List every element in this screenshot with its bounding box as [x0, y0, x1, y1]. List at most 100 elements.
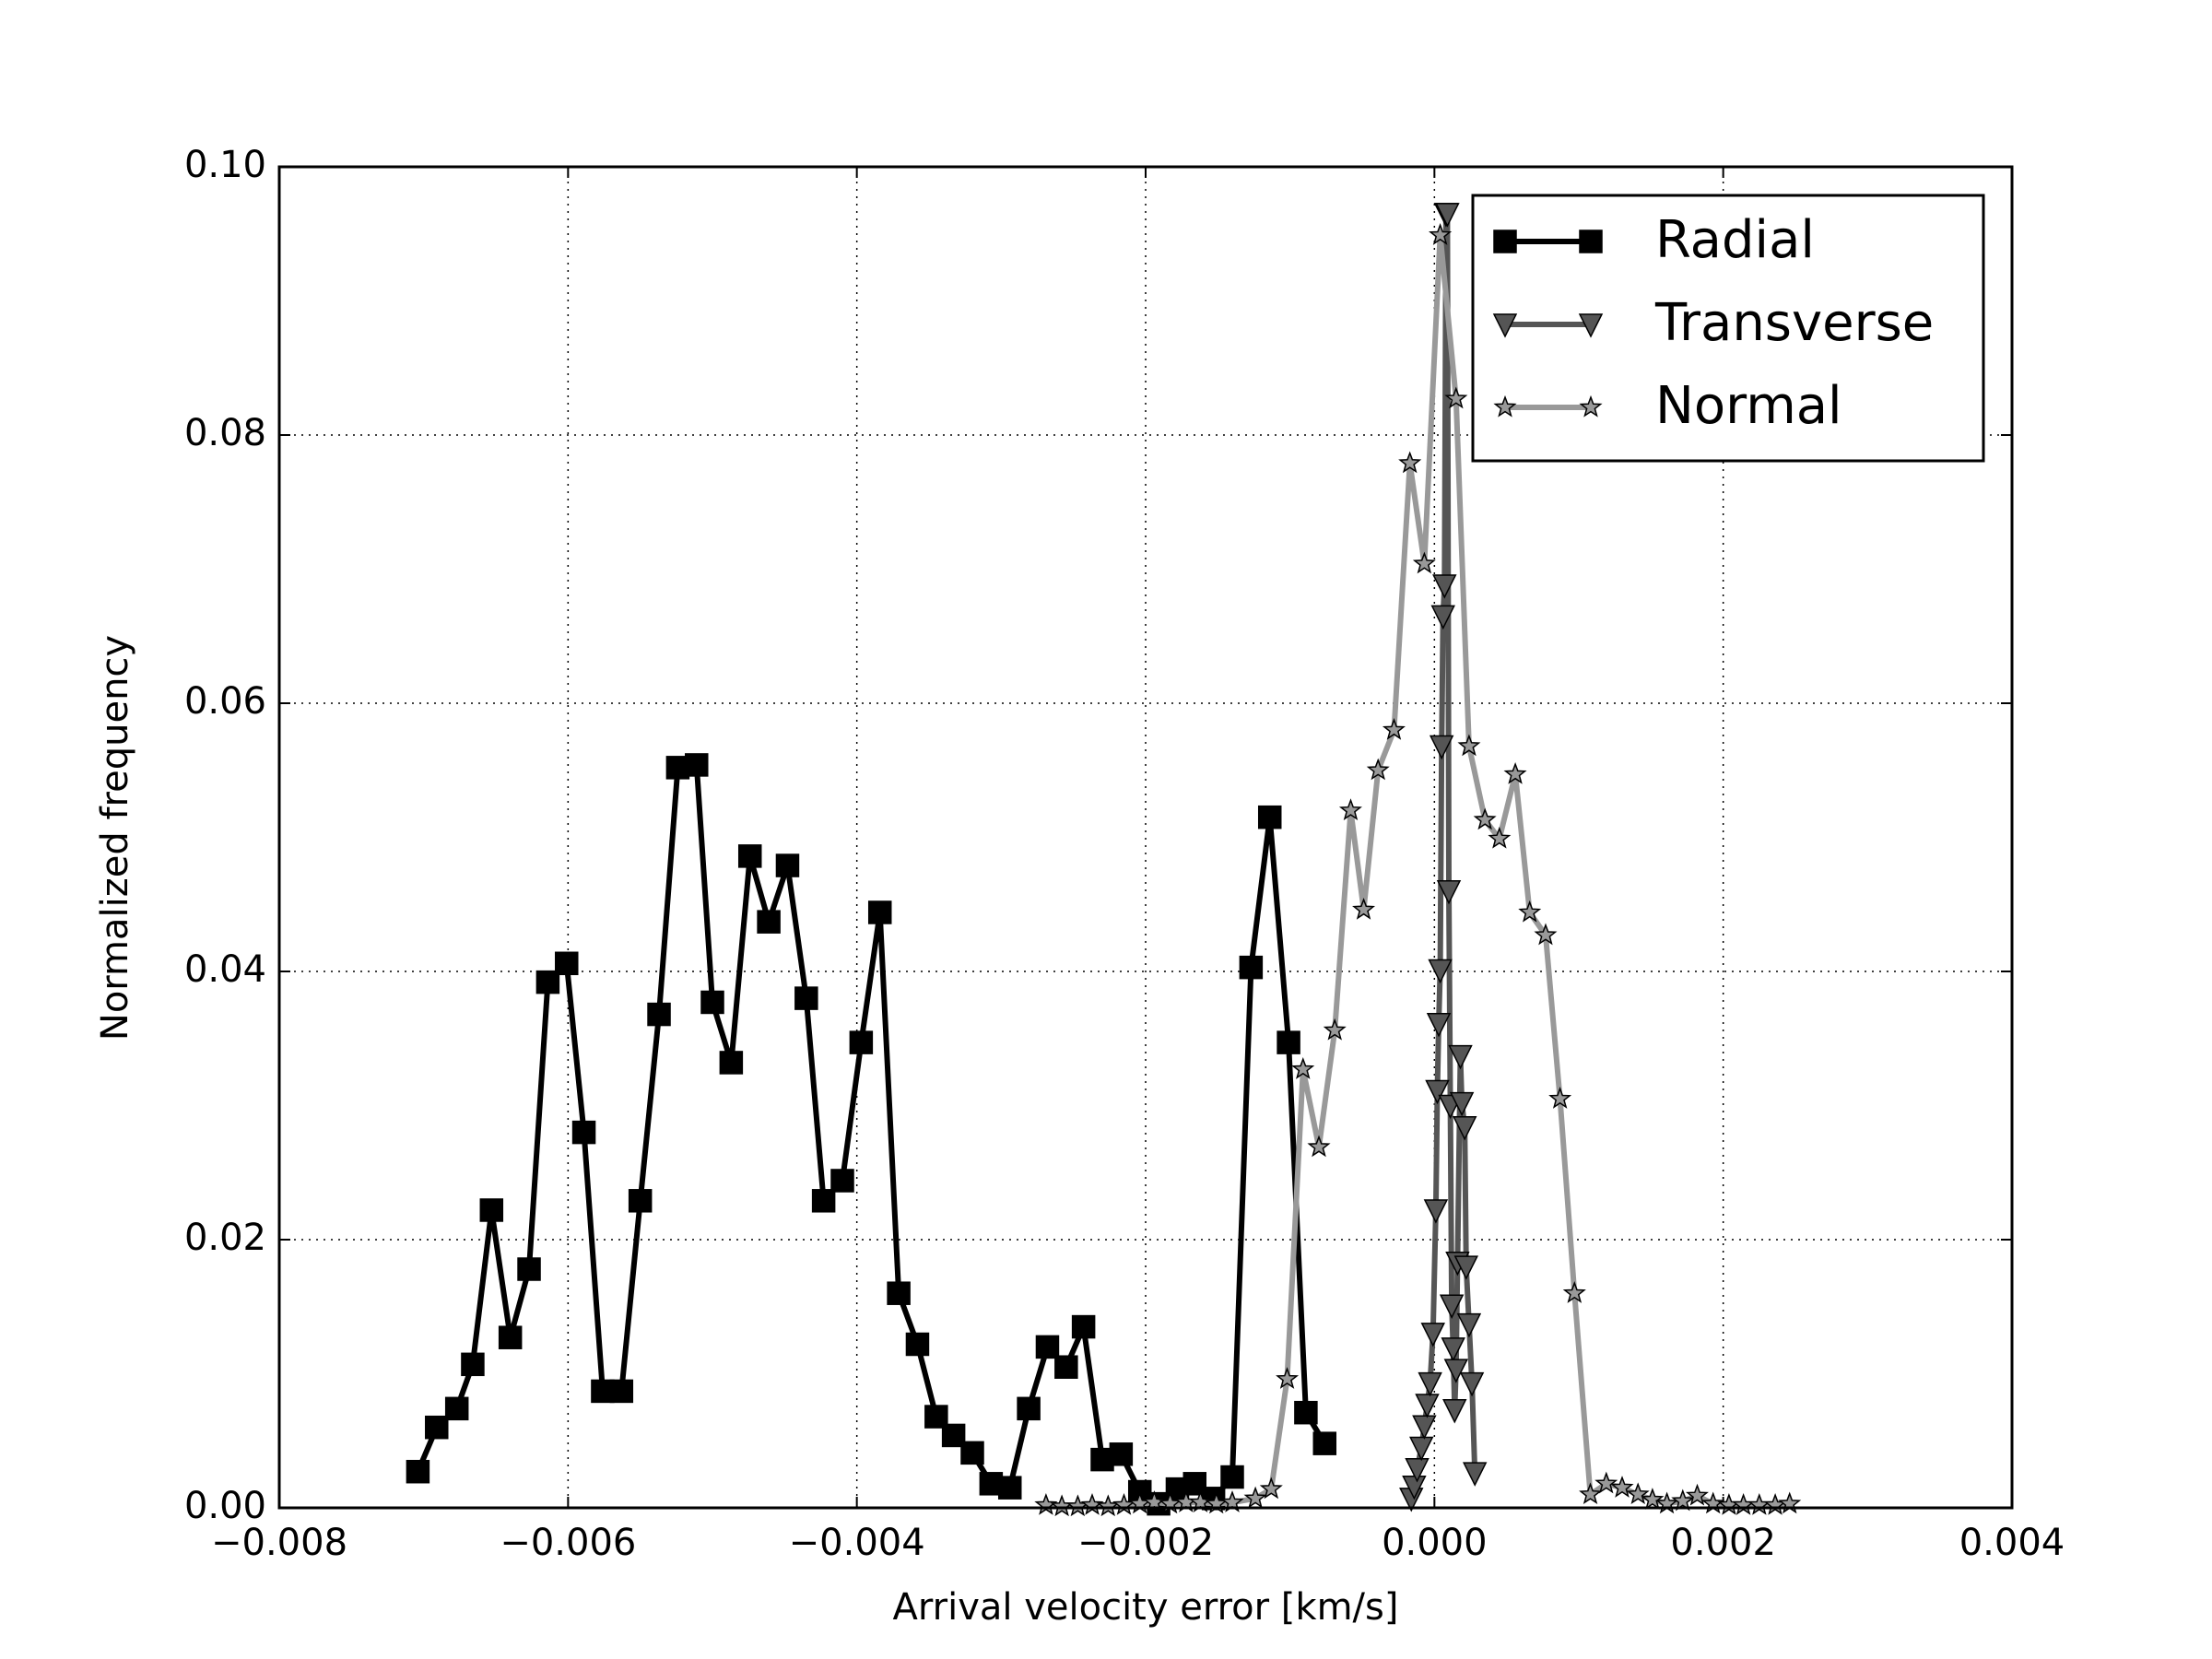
data-point [1291, 1057, 1315, 1079]
x-tick-label: 0.004 [1959, 1522, 2065, 1564]
plot-frame [277, 165, 2014, 1510]
data-point [737, 844, 762, 868]
data-point [1017, 1396, 1041, 1421]
data-point [609, 1379, 634, 1404]
data-point [757, 910, 781, 934]
data-point [1456, 1312, 1482, 1338]
data-point [1071, 1314, 1096, 1339]
legend-marker [1493, 394, 1517, 418]
data-point [461, 1352, 485, 1377]
data-point [571, 1120, 596, 1145]
data-point [830, 1169, 854, 1193]
data-point [1548, 1087, 1572, 1109]
data-point [1423, 1199, 1449, 1224]
data-point [700, 990, 724, 1015]
x-tick-label: 0.002 [1670, 1522, 1776, 1564]
data-point [1420, 1323, 1445, 1347]
data-point [1453, 1116, 1477, 1141]
legend-marker [1492, 313, 1518, 338]
legend-marker [1578, 313, 1604, 338]
data-point [1418, 1371, 1442, 1397]
y-tick-label: 0.10 [184, 144, 266, 186]
data-point [1442, 1399, 1467, 1424]
data-point [997, 1476, 1022, 1500]
data-point [1503, 761, 1527, 784]
data-point [1453, 1255, 1479, 1280]
data-point [960, 1441, 984, 1465]
data-point [444, 1396, 469, 1421]
x-tick-label: −0.002 [1077, 1522, 1214, 1564]
data-point [1080, 1492, 1104, 1515]
data-point [1382, 717, 1406, 740]
data-point [1534, 923, 1558, 946]
data-point [1449, 1091, 1475, 1117]
data-point [1610, 1476, 1634, 1498]
data-point [1415, 1394, 1440, 1418]
x-tick-label: −0.006 [500, 1522, 636, 1564]
data-point [887, 1281, 911, 1305]
y-tick-label: 0.06 [184, 680, 266, 723]
data-point [1436, 879, 1462, 905]
legend-label: Radial [1655, 210, 1815, 270]
data-point [1312, 1431, 1337, 1455]
data-point [1579, 1482, 1603, 1505]
legend-marker [1579, 394, 1603, 418]
x-tick-label: 0.000 [1382, 1522, 1488, 1564]
data-point [1518, 900, 1542, 923]
data-point [1444, 386, 1468, 409]
data-point [1054, 1355, 1078, 1379]
data-point [1428, 959, 1453, 984]
data-point [1671, 1488, 1695, 1512]
data-point [1294, 1400, 1318, 1425]
data-point [1432, 574, 1457, 599]
data-point [1276, 1367, 1300, 1389]
data-point [1441, 1337, 1465, 1362]
data-point [1473, 807, 1497, 830]
data-point [1323, 1018, 1347, 1041]
data-point [1462, 1462, 1488, 1487]
data-point [1426, 1012, 1452, 1038]
legend-marker [1579, 229, 1603, 253]
data-point [1109, 1442, 1134, 1466]
data-point [1430, 605, 1455, 630]
data-point [517, 1257, 541, 1281]
data-point [867, 900, 892, 924]
data-point [498, 1325, 523, 1349]
data-point [1220, 1465, 1244, 1489]
data-point [1443, 1359, 1469, 1383]
y-tick-label: 0.08 [184, 412, 266, 454]
data-point [1457, 734, 1481, 757]
data-point [1435, 203, 1460, 228]
data-point [1429, 735, 1454, 760]
y-tick-label: 0.00 [184, 1485, 266, 1527]
data-point [1352, 897, 1376, 920]
data-point [1257, 805, 1282, 830]
data-point [628, 1189, 653, 1213]
data-point [425, 1415, 449, 1440]
data-point [1641, 1488, 1665, 1510]
data-point [1035, 1335, 1060, 1359]
y-tick-label: 0.04 [184, 948, 266, 991]
data-point [1439, 1294, 1465, 1319]
data-point [1562, 1281, 1586, 1303]
data-point [1405, 1458, 1430, 1483]
data-point [1277, 1030, 1300, 1054]
data-point [1459, 1371, 1485, 1397]
data-point [1412, 551, 1436, 574]
legend-label: Transverse [1654, 293, 1934, 353]
data-point [1338, 798, 1362, 821]
data-point [1429, 223, 1453, 245]
data-point [1243, 1486, 1267, 1509]
data-point [1448, 1044, 1473, 1070]
data-point [1409, 1436, 1434, 1462]
data-point [1398, 451, 1422, 474]
x-tick-label: −0.004 [789, 1522, 925, 1564]
y-axis-label: Normalized frequency [94, 635, 136, 1041]
data-point [775, 853, 800, 877]
data-point [1366, 758, 1390, 781]
data-point [849, 1030, 874, 1054]
data-point [647, 1002, 671, 1027]
data-point [1488, 826, 1512, 849]
data-point [555, 951, 579, 976]
data-point [685, 753, 709, 777]
